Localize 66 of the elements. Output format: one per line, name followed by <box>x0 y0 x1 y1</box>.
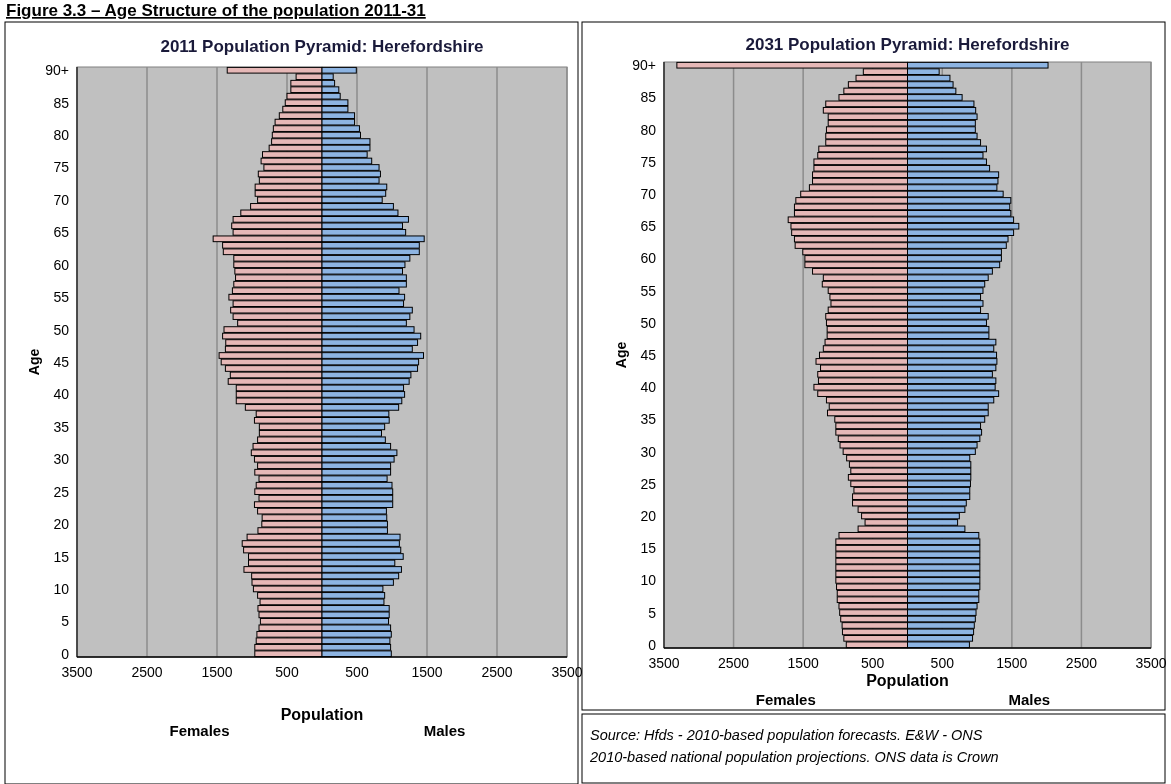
y-axis-title: Age <box>613 341 629 369</box>
y-tick-label: 25 <box>53 483 70 500</box>
chart-title: 2011 Population Pyramid: Herefordshire <box>160 37 484 56</box>
y-tick-label: 25 <box>640 475 657 492</box>
y-tick-label: 65 <box>640 218 657 235</box>
y-tick-label: 70 <box>53 191 70 208</box>
x-tick-label: 500 <box>930 655 955 671</box>
y-tick-label: 75 <box>640 153 657 170</box>
y-tick-label: 20 <box>53 516 70 533</box>
x-tick-label: 1500 <box>411 664 443 680</box>
y-tick-label: 5 <box>61 613 70 630</box>
x-tick-label: 2500 <box>1065 655 1098 671</box>
text: Males <box>423 722 466 739</box>
y-tick-label: 35 <box>640 411 657 428</box>
y-tick-label: 80 <box>53 127 70 144</box>
x-tick-label: 2500 <box>717 655 750 671</box>
y-tick-label: 90+ <box>632 57 656 74</box>
y-tick-label: 50 <box>640 314 657 331</box>
x-tick-label: 3500 <box>648 655 680 671</box>
source-note: Source: Hfds - 2010-based population forecasts. E&W - ONS 2010-based national population projections. ONS data is Crown <box>589 727 999 765</box>
y-tick-label: 0 <box>648 636 657 653</box>
text: Males <box>1008 691 1051 708</box>
text: Females <box>755 691 816 708</box>
text: Females <box>169 722 230 739</box>
y-tick-label: 40 <box>640 379 657 396</box>
y-axis-title: Age <box>26 348 42 376</box>
y-tick-label: 40 <box>53 386 70 403</box>
x-tick-label: 1500 <box>996 655 1028 671</box>
y-tick-label: 50 <box>53 321 70 338</box>
x-tick-label: 1500 <box>201 664 233 680</box>
x-tick-label: 3500 <box>61 664 93 680</box>
x-axis-title: Population <box>866 672 949 689</box>
chart-title: 2031 Population Pyramid: Herefordshire <box>745 35 1070 54</box>
y-tick-label: 15 <box>640 540 657 557</box>
y-tick-label: 75 <box>53 159 70 176</box>
y-tick-label: 35 <box>53 418 70 435</box>
y-tick-label: 10 <box>53 580 70 597</box>
y-tick-label: 85 <box>640 89 657 106</box>
x-axis-title: Population <box>280 706 364 723</box>
x-tick-label: 1500 <box>787 655 819 671</box>
y-tick-label: 55 <box>53 289 70 306</box>
y-tick-label: 30 <box>53 451 70 468</box>
y-tick-label: 20 <box>640 507 657 524</box>
y-tick-label: 85 <box>53 94 70 111</box>
x-tick-label: 500 <box>861 655 885 671</box>
x-tick-label: 2500 <box>481 664 513 680</box>
y-tick-label: 45 <box>53 354 70 370</box>
x-tick-label: 2500 <box>131 664 163 680</box>
y-tick-label: 60 <box>640 250 657 267</box>
y-tick-label: 15 <box>53 548 70 565</box>
x-tick-label: 500 <box>345 664 369 680</box>
x-tick-label: 3500 <box>551 664 583 680</box>
y-tick-label: 60 <box>53 256 70 273</box>
x-tick-label: 500 <box>275 664 299 680</box>
y-tick-label: 70 <box>640 186 657 203</box>
caption: Figure 3.3 – Age Structure of the population 2011-31 <box>6 1 426 20</box>
y-tick-label: 10 <box>640 572 657 589</box>
y-tick-label: 45 <box>640 347 657 363</box>
y-tick-label: 90+ <box>45 62 69 79</box>
y-tick-label: 80 <box>640 121 657 138</box>
y-tick-label: 55 <box>640 282 657 299</box>
y-tick-label: 0 <box>61 645 70 662</box>
y-tick-label: 65 <box>53 224 70 241</box>
y-tick-label: 5 <box>648 604 657 621</box>
y-tick-label: 30 <box>640 443 657 460</box>
x-tick-label: 3500 <box>1135 655 1167 671</box>
